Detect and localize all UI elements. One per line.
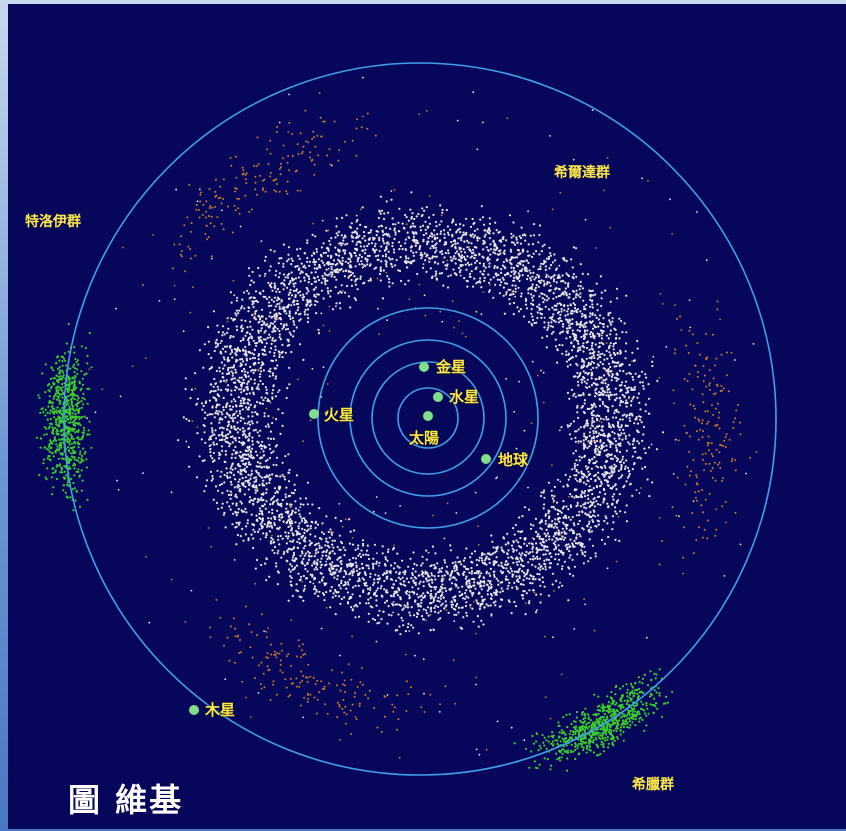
caption: 圖 維基 (68, 781, 184, 819)
jupiter-label: 木星 (205, 701, 236, 719)
mercury-label: 水星 (449, 388, 480, 406)
sun-marker (423, 411, 433, 421)
asteroid-dots (35, 76, 758, 772)
sun-label: 太陽 (409, 429, 440, 447)
mercury-marker (433, 392, 443, 402)
orbit-rings (63, 62, 777, 776)
greeks-label: 希臘群 (632, 777, 674, 793)
jupiter-marker (189, 705, 199, 715)
solar-system-diagram (35, 62, 777, 776)
venus-orbit (371, 361, 485, 475)
earth-marker (481, 454, 491, 464)
mars-label: 火星 (324, 406, 355, 424)
earth-orbit (349, 339, 507, 497)
hildas-label: 希爾達群 (554, 165, 610, 181)
mars-orbit (317, 307, 539, 529)
diagram-panel: 太陽 水星 金星 地球 火星 木星 希爾達群 特洛伊群 希臘群 圖 維基 (8, 4, 846, 829)
earth-label: 地球 (498, 451, 529, 469)
venus-label: 金星 (436, 358, 467, 376)
bodies (189, 362, 491, 715)
mars-marker (309, 409, 319, 419)
mercury-orbit (397, 387, 459, 449)
jupiter-orbit (63, 62, 777, 776)
venus-marker (419, 362, 429, 372)
trojans-label: 特洛伊群 (25, 214, 81, 230)
